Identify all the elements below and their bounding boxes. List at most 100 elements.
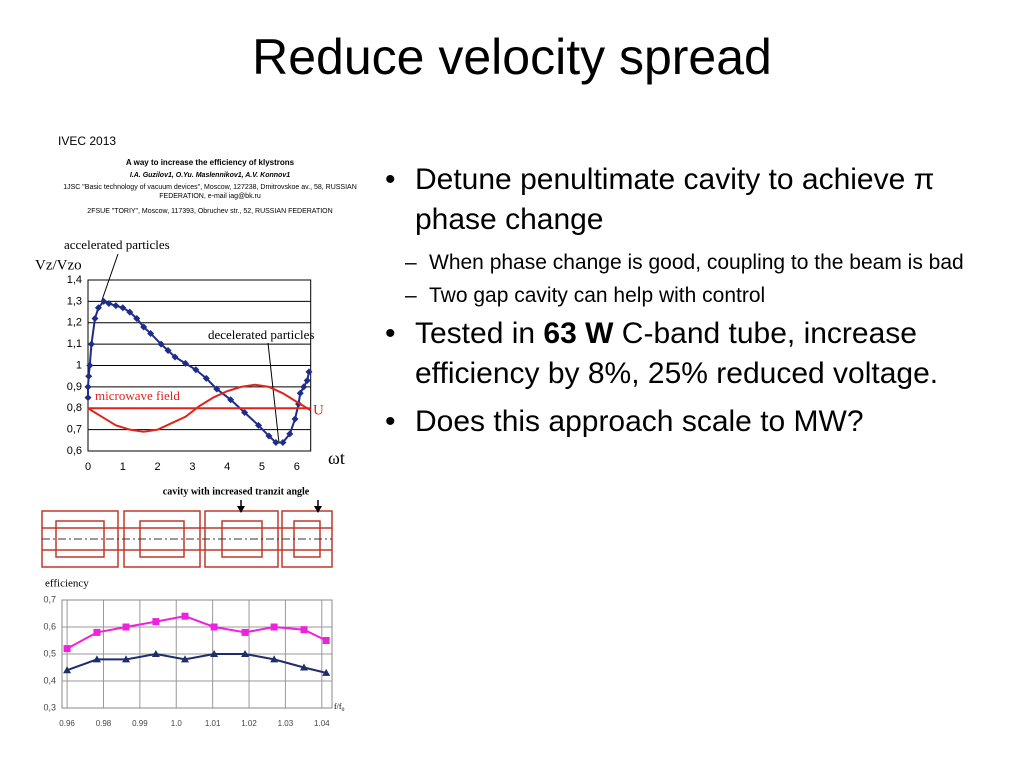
point bbox=[279, 438, 287, 446]
plot-frame bbox=[61, 599, 333, 709]
series-line bbox=[66, 652, 327, 674]
y-tick-label: 1 bbox=[76, 359, 82, 371]
point bbox=[122, 655, 131, 663]
slide-title: Reduce velocity spread bbox=[252, 29, 772, 85]
point bbox=[92, 655, 101, 663]
point bbox=[152, 618, 160, 626]
point bbox=[147, 329, 155, 337]
paper-title: A way to increase the efficiency of klys… bbox=[125, 158, 295, 167]
point bbox=[299, 663, 308, 671]
bullet-text: 63 W bbox=[543, 317, 614, 350]
x-axis-label: f/f0 bbox=[334, 702, 345, 713]
y-tick-label: 0,7 bbox=[43, 594, 56, 604]
paper-affiliation: 1JSC "Basic technology of vacuum devices… bbox=[63, 184, 357, 200]
point bbox=[164, 347, 172, 355]
point bbox=[84, 394, 92, 402]
point bbox=[272, 438, 280, 446]
x-tick-label: 3 bbox=[189, 461, 195, 473]
point bbox=[300, 626, 308, 634]
bullet: Does this approach scale to MW? bbox=[385, 402, 985, 442]
point bbox=[119, 304, 127, 312]
point bbox=[126, 308, 134, 316]
bullet-text: Does this approach scale to MW? bbox=[415, 405, 864, 438]
y-axis-label: efficiency bbox=[45, 578, 89, 590]
x-axis-label-text: f/f bbox=[334, 702, 342, 711]
y-tick-label: 1,3 bbox=[67, 295, 82, 307]
point bbox=[322, 637, 330, 644]
point bbox=[241, 650, 250, 657]
sub-bullet-text: Two gap cavity can help with control bbox=[429, 284, 766, 307]
y-tick-label: 0,6 bbox=[67, 445, 82, 457]
point bbox=[85, 372, 93, 380]
point bbox=[303, 376, 311, 384]
series-label: microwave field bbox=[95, 388, 180, 403]
point bbox=[192, 366, 200, 374]
annotation: decelerated particles bbox=[208, 327, 314, 342]
point bbox=[122, 623, 130, 631]
point bbox=[305, 368, 313, 376]
point bbox=[94, 304, 102, 312]
x-tick-label: 1 bbox=[120, 461, 126, 473]
point bbox=[241, 409, 249, 417]
y-tick-label: 0,7 bbox=[67, 424, 82, 436]
x-tick-label: 0 bbox=[85, 461, 91, 473]
point bbox=[133, 314, 141, 322]
point bbox=[86, 362, 94, 369]
x-tick-label: 5 bbox=[259, 461, 265, 473]
series-line bbox=[66, 615, 327, 650]
x-tick-label: 1.04 bbox=[314, 719, 330, 728]
point bbox=[84, 383, 92, 391]
sub-bullet-list: When phase change is good, coupling to t… bbox=[385, 248, 985, 310]
leader-line bbox=[101, 253, 119, 301]
point bbox=[157, 340, 165, 348]
point bbox=[291, 415, 299, 423]
paper-authors: I.A. Guzilov1, O.Yu. Maslennikov1, A.V. … bbox=[129, 172, 291, 179]
point bbox=[213, 385, 221, 393]
paper-affiliation: 2FSUE "TORIY", Moscow, 117393, Obruchev … bbox=[87, 208, 333, 215]
point bbox=[227, 396, 235, 404]
point bbox=[300, 383, 308, 391]
point bbox=[63, 666, 72, 674]
bullet: Tested in 63 W C-band tube, increase eff… bbox=[385, 314, 985, 394]
x-tick-label: 1.0 bbox=[171, 719, 183, 728]
x-tick-label: 0.98 bbox=[96, 719, 112, 728]
y-tick-label: 1,2 bbox=[67, 317, 82, 329]
y-axis-label: Vz/Vzo bbox=[35, 257, 82, 273]
x-tick-label: 0.99 bbox=[132, 719, 148, 728]
y-tick-label: 0,3 bbox=[43, 702, 56, 712]
bullet-text: C-band tube, increase efficiency by 8%, … bbox=[415, 317, 939, 390]
x-tick-label: 4 bbox=[224, 461, 230, 473]
bullet: Detune penultimate cavity to achieve π p… bbox=[385, 160, 985, 240]
point bbox=[105, 300, 113, 308]
point bbox=[265, 432, 273, 440]
x-tick-label: 1.01 bbox=[205, 719, 221, 728]
point bbox=[255, 421, 263, 429]
point bbox=[112, 302, 120, 310]
point bbox=[270, 623, 278, 631]
bullet-text: Detune penultimate cavity to achieve π p… bbox=[415, 163, 935, 236]
x-axis-label-text: ωt bbox=[328, 448, 345, 468]
x-axis-label: ωt bbox=[328, 448, 345, 468]
point bbox=[210, 650, 219, 657]
x-tick-label: 1.02 bbox=[241, 719, 257, 728]
point bbox=[63, 645, 71, 653]
x-tick-label: 1.03 bbox=[278, 719, 294, 728]
y-tick-label: 0,8 bbox=[67, 402, 82, 414]
source: IVEC 2013 bbox=[58, 134, 117, 148]
y-tick-label: 1,4 bbox=[67, 274, 82, 286]
bullet-text: Tested in bbox=[415, 317, 544, 350]
leader-line bbox=[267, 342, 280, 444]
point bbox=[241, 628, 249, 636]
y-tick-label: 0,9 bbox=[67, 381, 82, 393]
point bbox=[151, 650, 160, 657]
point bbox=[171, 353, 179, 361]
y-tick-label: 1,1 bbox=[67, 338, 82, 350]
bullet-list: Detune penultimate cavity to achieve π p… bbox=[385, 160, 985, 450]
series-label: U bbox=[313, 402, 324, 418]
sub-bullet-text: When phase change is good, coupling to t… bbox=[429, 251, 964, 274]
x-tick-label: 2 bbox=[155, 461, 161, 473]
point bbox=[286, 430, 294, 438]
sub-bullet: Two gap cavity can help with control bbox=[385, 281, 985, 310]
point bbox=[181, 612, 189, 620]
